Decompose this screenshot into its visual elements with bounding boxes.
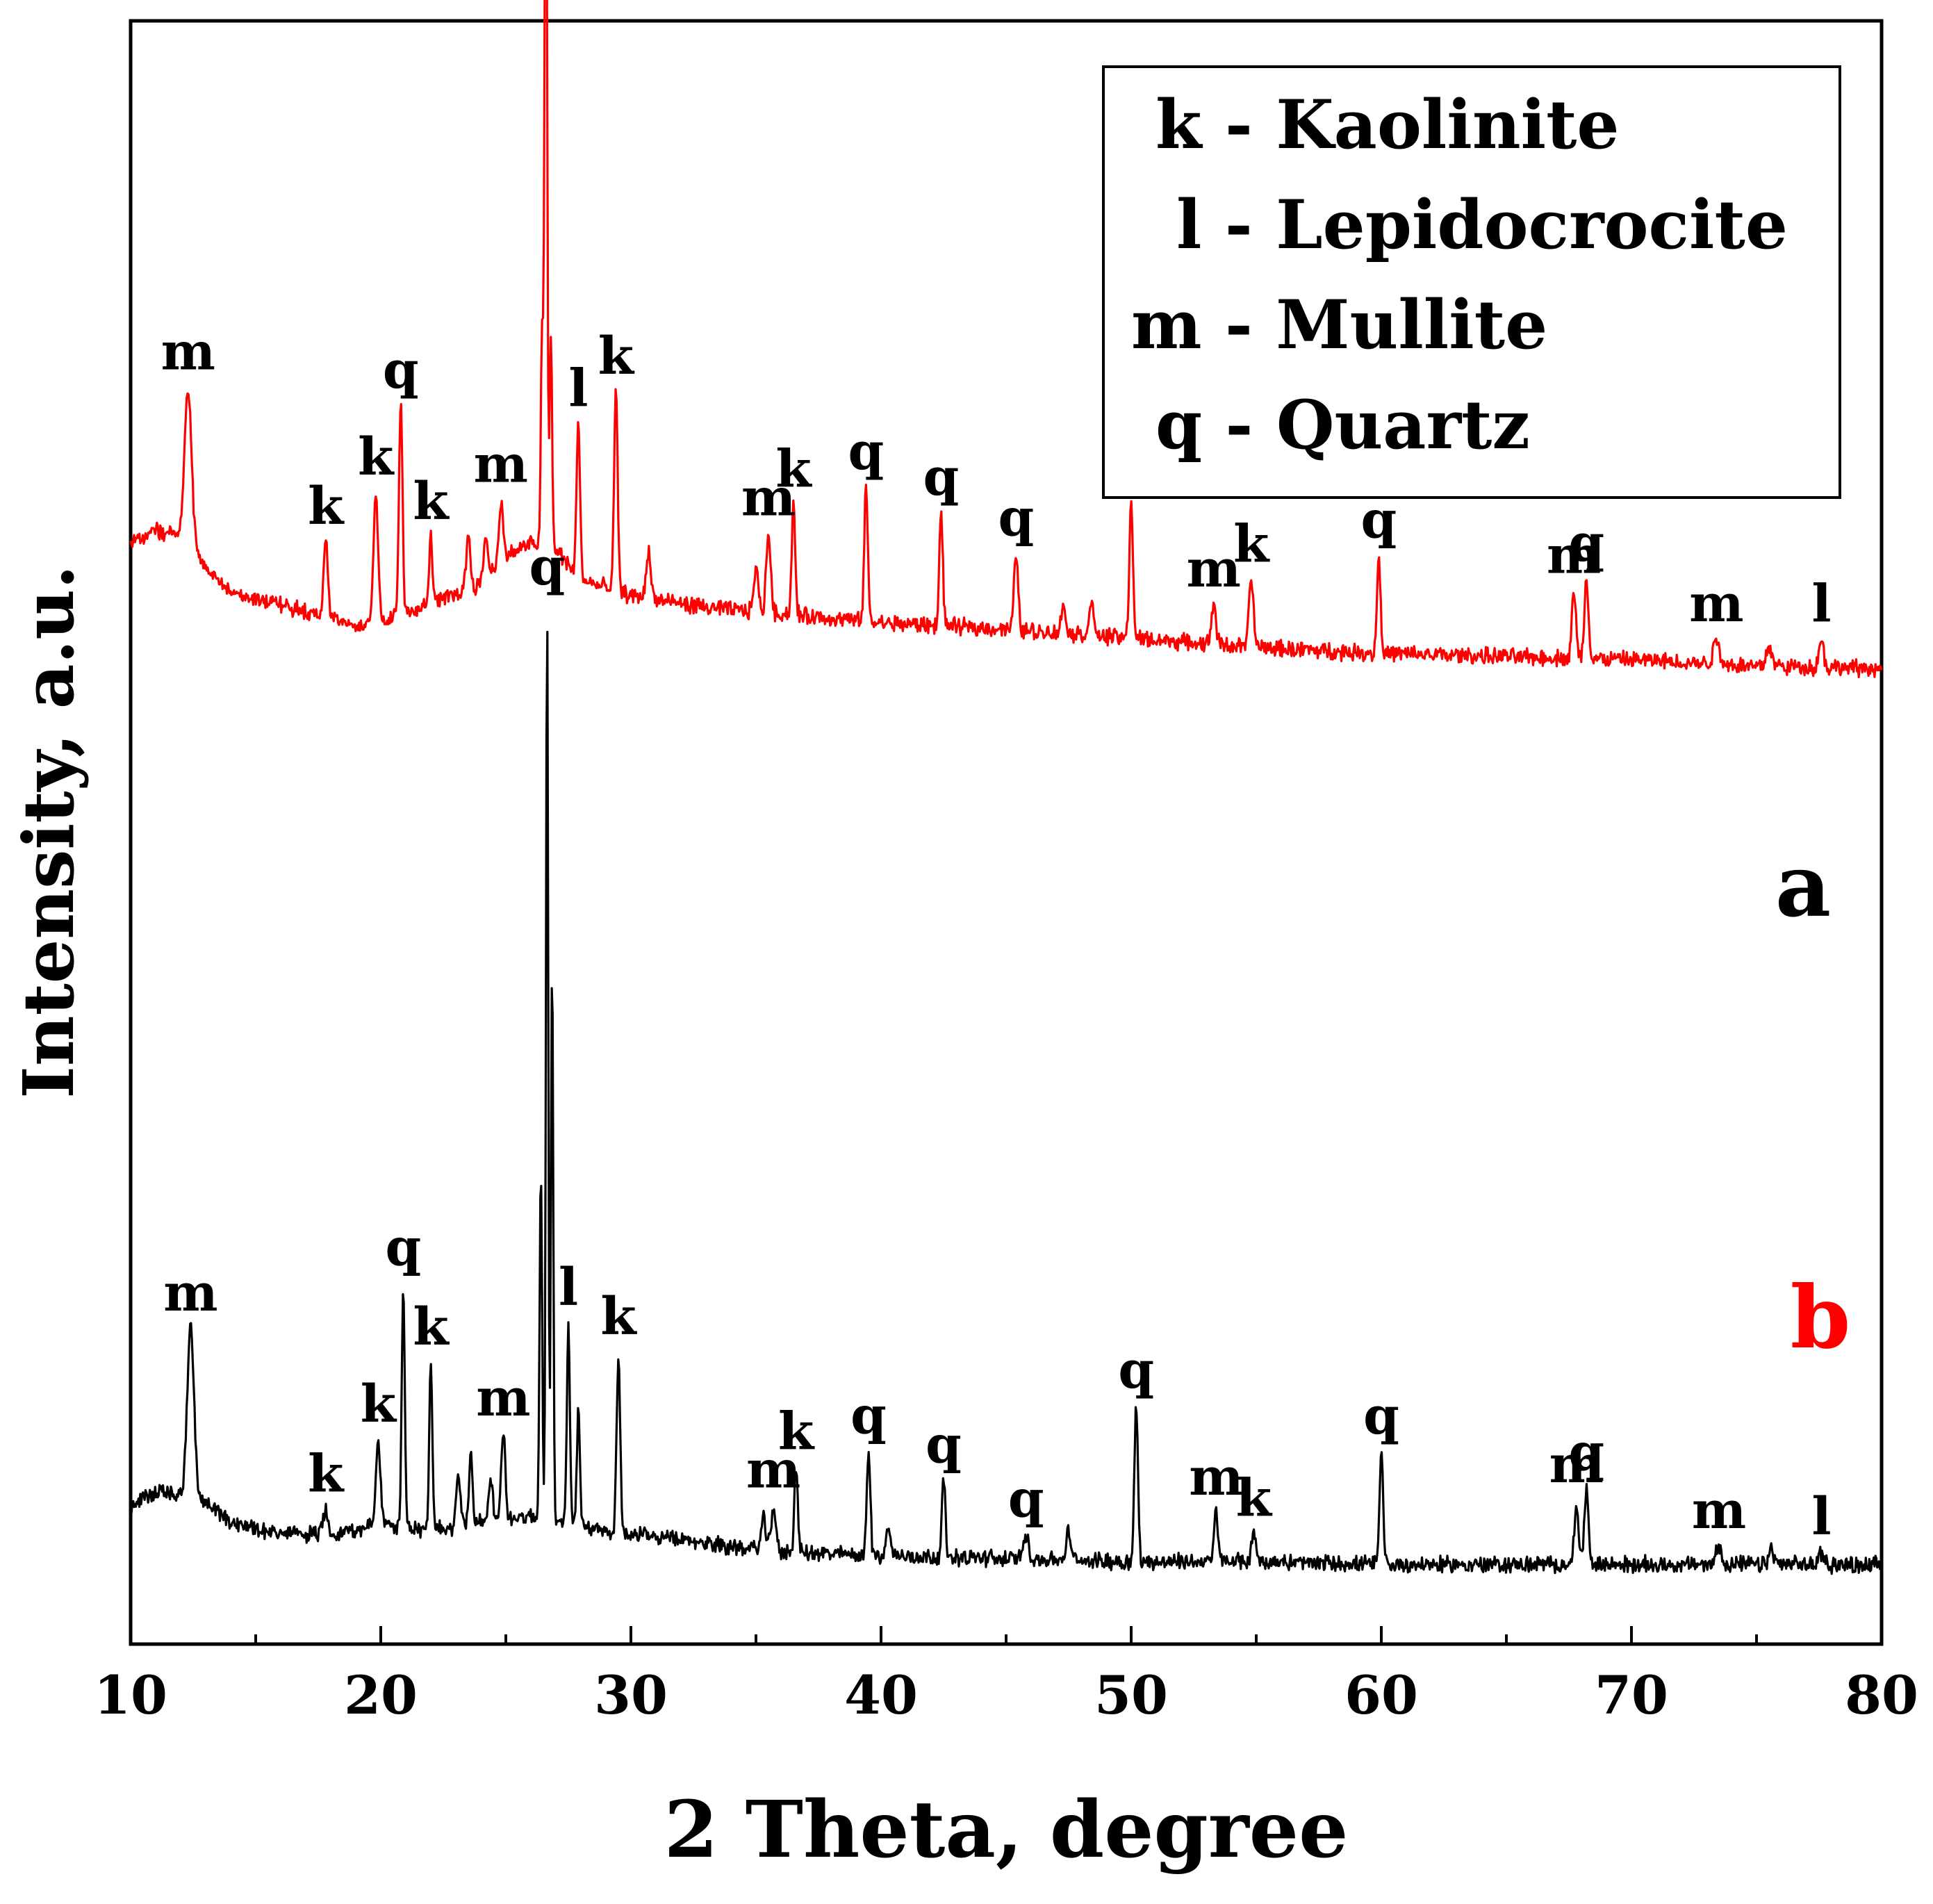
- peak-label-q: q: [850, 1386, 887, 1445]
- peak-label-q: q: [1568, 1423, 1604, 1483]
- legend: k - Kaolinite l - Lepidocrocite m - Mull…: [1102, 65, 1841, 499]
- peak-label-q: q: [1361, 490, 1397, 550]
- peak-label-l: l: [1812, 1487, 1832, 1547]
- legend-entry-lepidocrocite: l - Lepidocrocite: [1176, 186, 1788, 264]
- peak-label-m: m: [1692, 1481, 1746, 1541]
- peak-label-k: k: [413, 472, 450, 532]
- peak-label-k: k: [358, 427, 395, 487]
- legend-entry-kaolinite: k - Kaolinite: [1155, 85, 1620, 164]
- peak-label-m: m: [1187, 539, 1241, 599]
- x-tick-label: 60: [1344, 1664, 1418, 1726]
- x-axis-title: 2 Theta, degree: [664, 1784, 1349, 1876]
- legend-entry-quartz: q - Quartz: [1155, 386, 1530, 464]
- peak-label-k: k: [600, 1287, 637, 1347]
- x-tick-label: 80: [1845, 1664, 1918, 1726]
- peak-label-m: m: [1547, 525, 1601, 585]
- peak-label-k: k: [308, 1444, 345, 1504]
- peak-label-q: q: [1118, 1340, 1154, 1400]
- peak-label-k: k: [361, 1374, 397, 1434]
- series-label-a: a: [1775, 836, 1831, 937]
- x-tick-label: 70: [1595, 1664, 1668, 1726]
- peak-label-m: m: [746, 1441, 800, 1500]
- x-tick-label: 50: [1094, 1664, 1168, 1726]
- peak-label-m: m: [1689, 574, 1743, 634]
- peak-label-m: m: [476, 1368, 530, 1428]
- peak-label-m: m: [161, 322, 215, 382]
- series-label-layer: ab: [1775, 836, 1851, 1368]
- x-axis-tick-labels: 10 20 30 40 50 60 70 80: [94, 1664, 1918, 1726]
- peak-label-k: k: [775, 439, 812, 499]
- peak-label-q: q: [926, 1415, 962, 1475]
- peak-label-m: m: [741, 468, 796, 527]
- x-tick-label: 40: [844, 1664, 918, 1726]
- peak-label-q: q: [1008, 1469, 1044, 1529]
- peak-label-q: q: [1363, 1386, 1399, 1446]
- peak-label-layer: mkkqkmqlkmkqqqqmkqmqmlmkkqkmqlkmkqqqqmkq…: [161, 322, 1832, 1547]
- x-tick-label: 10: [94, 1664, 167, 1726]
- peak-label-l: l: [568, 359, 588, 418]
- peak-label-k: k: [1236, 1469, 1273, 1529]
- series-label-b: b: [1791, 1267, 1851, 1368]
- legend-entry-mullite: m - Mullite: [1131, 286, 1547, 364]
- peak-label-k: k: [413, 1297, 450, 1357]
- series-line-b: [129, 0, 1883, 679]
- x-axis-ticks: [129, 1626, 1883, 1644]
- peak-label-m: m: [474, 435, 528, 495]
- peak-label-q: q: [848, 422, 885, 482]
- x-tick-label: 20: [344, 1664, 418, 1726]
- peak-label-q: q: [998, 488, 1035, 548]
- peak-label-m: m: [163, 1263, 217, 1323]
- series-layer: [129, 0, 1883, 1575]
- peak-label-l: l: [559, 1258, 578, 1318]
- peak-label-q: q: [386, 1217, 422, 1277]
- peak-label-m: m: [1189, 1447, 1243, 1507]
- y-axis-title: Intensity, a.u.: [8, 565, 90, 1099]
- peak-label-q: q: [529, 537, 566, 597]
- x-tick-label: 30: [594, 1664, 668, 1726]
- peak-label-k: k: [308, 477, 345, 536]
- peak-label-q: q: [383, 340, 419, 400]
- legend-box: [1102, 65, 1841, 499]
- peak-label-l: l: [1812, 575, 1832, 634]
- peak-label-k: k: [778, 1402, 815, 1461]
- peak-label-k: k: [598, 327, 635, 386]
- series-line-a: [129, 630, 1882, 1575]
- peak-label-q: q: [1568, 514, 1604, 573]
- peak-label-m: m: [1549, 1435, 1604, 1495]
- peak-label-k: k: [1233, 514, 1270, 574]
- peak-label-q: q: [923, 448, 960, 507]
